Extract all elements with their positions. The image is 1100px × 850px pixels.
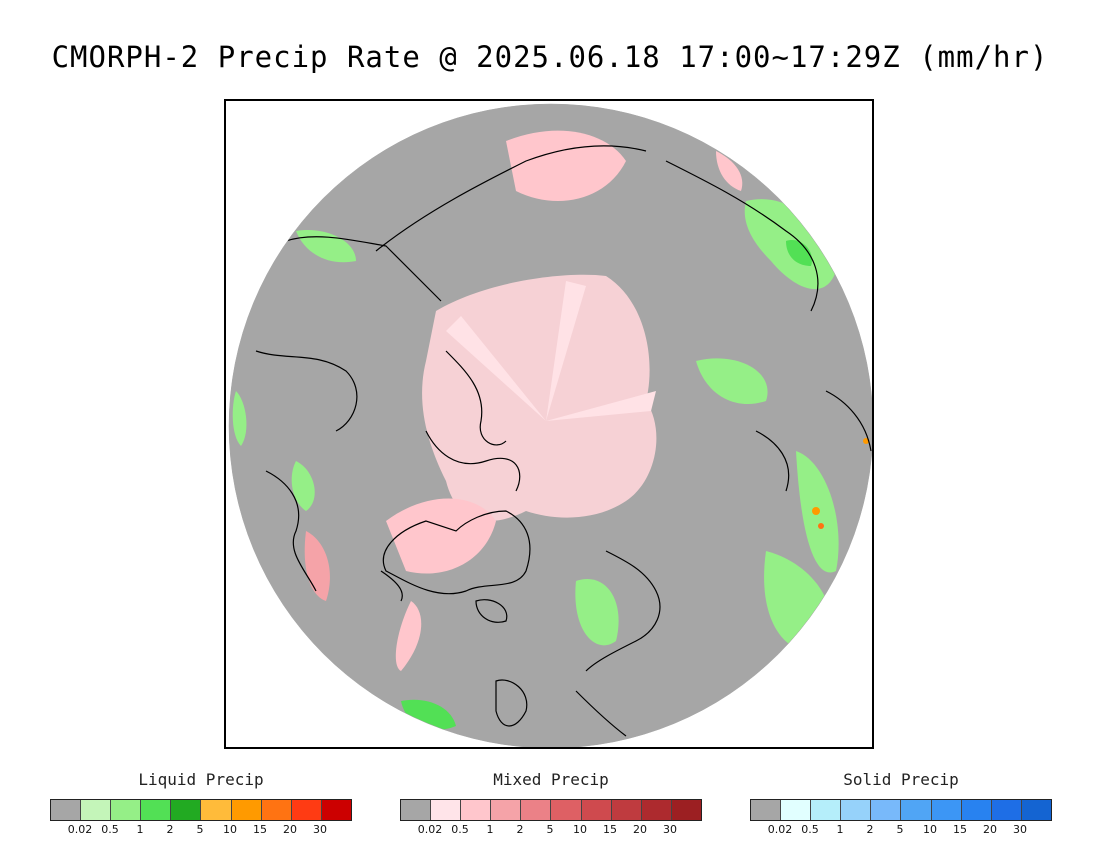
legend-tick-label: 20: [983, 823, 997, 836]
legend-swatch: [671, 800, 701, 820]
legend-tick-label: 15: [603, 823, 617, 836]
liquid-precip-canada-west: [232, 391, 247, 446]
legend-swatch: [581, 800, 612, 820]
mixed-precip-streak-2: [446, 316, 546, 421]
legend-title: Liquid Precip: [138, 770, 264, 789]
legend-swatch: [51, 800, 82, 820]
legend-swatch: [201, 800, 232, 820]
mixed-precip-greenland: [386, 498, 496, 574]
mixed-precip-siberia: [506, 130, 626, 201]
legend-solid-precip: Solid Precip 0.02 0.5 1 2 5 10 15 20 30: [750, 770, 1052, 837]
legend-swatch: [751, 800, 782, 820]
legend-swatch: [431, 800, 462, 820]
legend-tick-label: 10: [223, 823, 237, 836]
legend-swatch: [291, 800, 322, 820]
legend-tick-label: 5: [896, 823, 904, 836]
legend-ticks: 0.02 0.5 1 2 5 10 15 20 30: [400, 823, 700, 837]
legend-tick-label: 10: [923, 823, 937, 836]
mixed-precip-north-pacific: [716, 151, 743, 191]
legend-tick-label: 1: [136, 823, 144, 836]
legend-swatch: [781, 800, 812, 820]
legend-tick-label: 0.5: [451, 823, 469, 836]
coastlines: [255, 145, 872, 737]
legend-tick-label: 0.02: [417, 823, 443, 836]
legend-swatch: [871, 800, 902, 820]
mixed-precip-streak-3: [546, 391, 656, 421]
liquid-precip-scandinavia: [575, 579, 619, 646]
liquid-precip-russia: [696, 358, 768, 405]
polar-precip-map: [228, 103, 872, 747]
legend-tick-label: 20: [283, 823, 297, 836]
legend-swatch: [641, 800, 672, 820]
legend-tick-label: 5: [196, 823, 204, 836]
legend-tick-label: 2: [866, 823, 874, 836]
liquid-precip-alaska: [296, 230, 356, 263]
mixed-precip-pole-area: [422, 274, 657, 521]
legend-tick-label: 5: [546, 823, 554, 836]
legend-swatch: [931, 800, 962, 820]
legend-tick-label: 0.02: [67, 823, 93, 836]
legend-tick-label: 30: [663, 823, 677, 836]
mixed-precip-baffin: [304, 531, 330, 601]
liquid-precip-cell-1: [812, 507, 820, 515]
legend-tick-label: 0.02: [767, 823, 793, 836]
legend-swatch: [811, 800, 842, 820]
legend-swatch: [171, 800, 202, 820]
liquid-precip-cell-3: [863, 438, 869, 444]
map-title: CMORPH-2 Precip Rate @ 2025.06.18 17:00~…: [51, 40, 1049, 74]
legend-tick-label: 0.5: [801, 823, 819, 836]
liquid-precip-cell-2: [818, 523, 824, 529]
legend-tick-label: 10: [573, 823, 587, 836]
legend-swatch: [81, 800, 112, 820]
legend-tick-label: 30: [1013, 823, 1027, 836]
mixed-precip-atlantic: [395, 601, 422, 671]
legend-liquid-precip: Liquid Precip 0.02 0.5 1 2 5 10 15 20 30: [50, 770, 352, 837]
polar-map-frame: [224, 99, 874, 749]
legend-tick-label: 15: [253, 823, 267, 836]
legend-tick-label: 1: [836, 823, 844, 836]
legend-color-bar: [50, 799, 352, 821]
legend-swatch: [961, 800, 992, 820]
liquid-precip-hudson: [291, 461, 315, 511]
legend-swatch: [491, 800, 522, 820]
legend-mixed-precip: Mixed Precip 0.02 0.5 1 2 5 10 15 20 30: [400, 770, 702, 837]
legend-swatch: [551, 800, 582, 820]
legend-title: Solid Precip: [843, 770, 959, 789]
legend-title: Mixed Precip: [493, 770, 609, 789]
legend-swatch: [841, 800, 872, 820]
legend-tick-label: 30: [313, 823, 327, 836]
legend-tick-label: 15: [953, 823, 967, 836]
legend-swatch: [611, 800, 642, 820]
legend-swatch: [401, 800, 432, 820]
legend-tick-label: 2: [166, 823, 174, 836]
legend-ticks: 0.02 0.5 1 2 5 10 15 20 30: [50, 823, 350, 837]
legend-tick-label: 2: [516, 823, 524, 836]
legend-swatch: [321, 800, 351, 820]
legend-swatch: [521, 800, 552, 820]
legend-swatch: [1021, 800, 1051, 820]
legend-swatch: [231, 800, 262, 820]
legend-tick-label: 1: [486, 823, 494, 836]
legend-swatch: [901, 800, 932, 820]
legend-color-bar: [750, 799, 1052, 821]
legend-swatch: [141, 800, 172, 820]
legend-tick-label: 0.5: [101, 823, 119, 836]
legend-ticks: 0.02 0.5 1 2 5 10 15 20 30: [750, 823, 1050, 837]
liquid-precip-kamchatka: [786, 240, 812, 266]
legend-swatch: [461, 800, 492, 820]
mixed-precip-streak-1: [546, 281, 586, 421]
legend-tick-label: 20: [633, 823, 647, 836]
legend-swatch: [261, 800, 292, 820]
legend-color-bar: [400, 799, 702, 821]
legend-swatch: [111, 800, 142, 820]
legend-swatch: [991, 800, 1022, 820]
